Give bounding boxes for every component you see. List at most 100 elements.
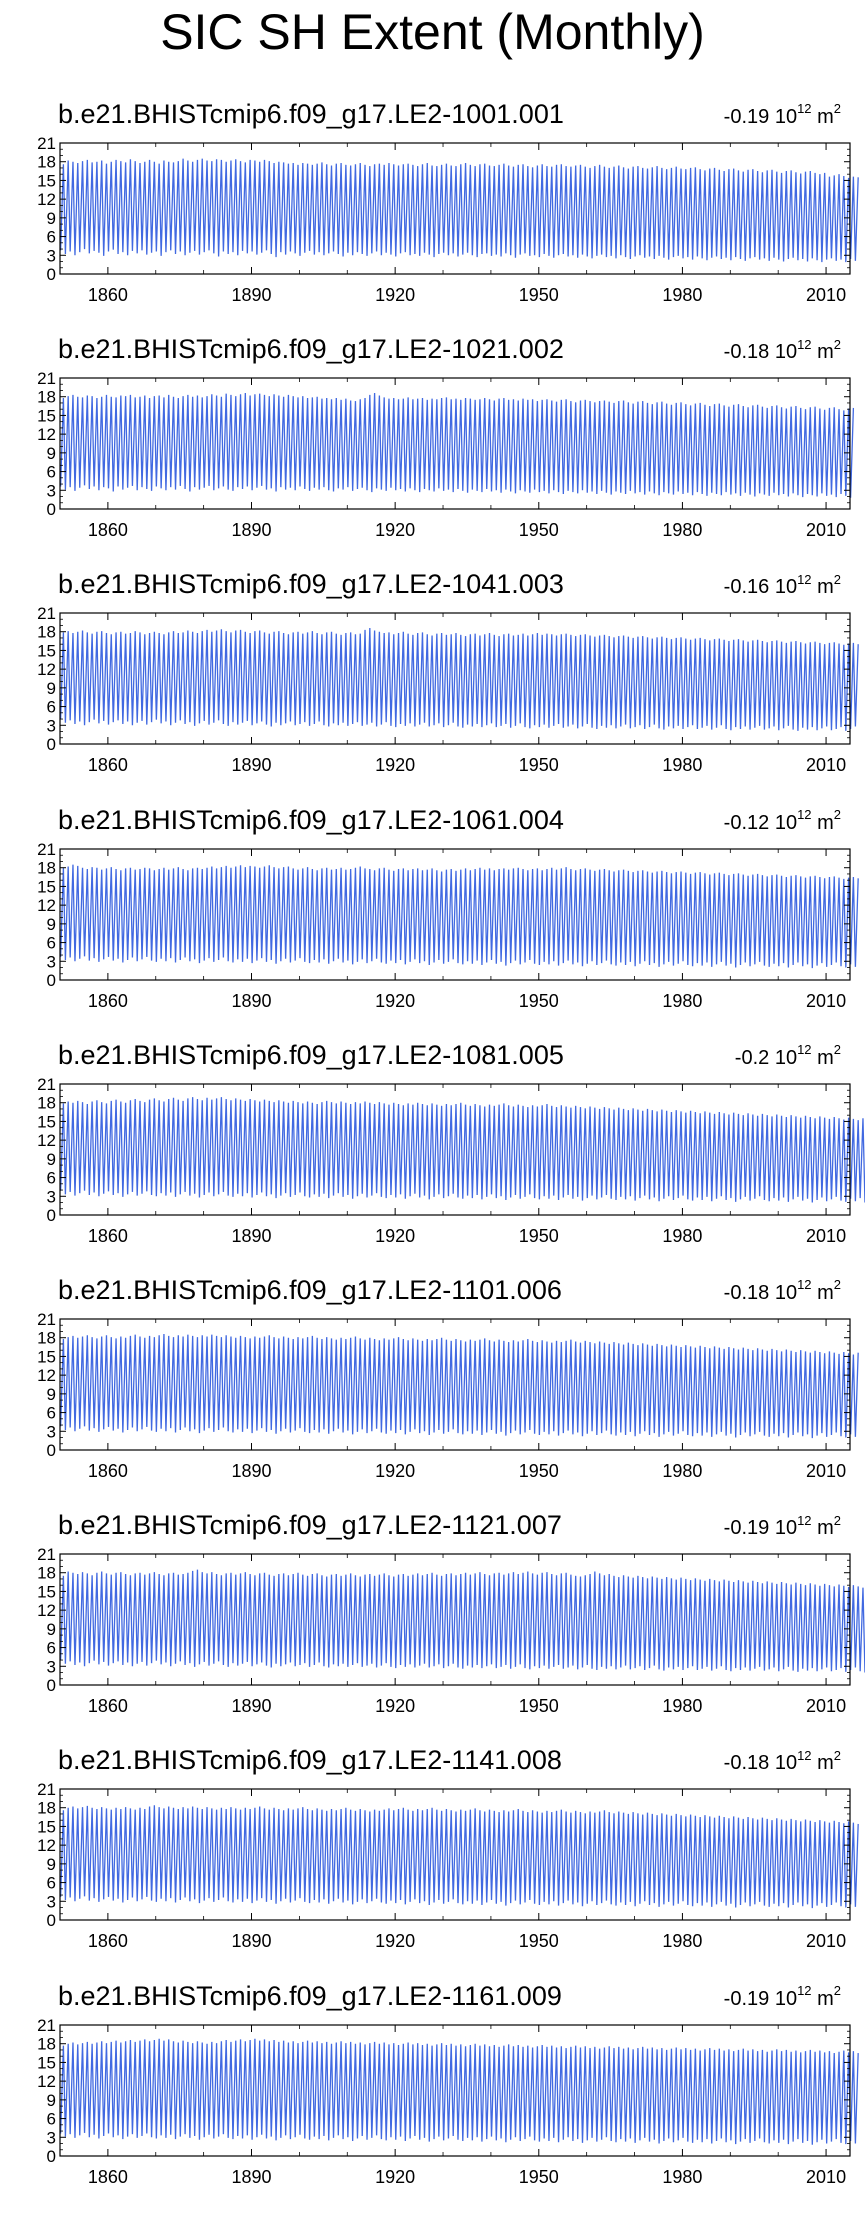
- x-tick-label: 1980: [662, 1461, 702, 1481]
- chart-panel: b.e21.BHISTcmip6.f09_g17.LE2-1121.007 -0.…: [0, 1506, 865, 1720]
- trend-label: -0.19 1012 m2: [723, 1984, 841, 2011]
- unit-exponent: 12: [797, 806, 812, 822]
- y-tick-label: 3: [47, 717, 56, 736]
- unit-base: m: [811, 576, 834, 599]
- y-tick-label: 0: [47, 735, 56, 754]
- plot-frame: [59, 1553, 851, 1686]
- unit-exponent: 12: [797, 1747, 812, 1763]
- unit-exponent: 12: [797, 336, 812, 352]
- panel-title: b.e21.BHISTcmip6.f09_g17.LE2-1121.007: [58, 1510, 562, 1541]
- x-tick-label: 1920: [375, 285, 415, 305]
- plot-frame: [59, 142, 851, 275]
- y-tick-label: 6: [47, 228, 56, 247]
- series-line: [59, 158, 859, 263]
- y-tick-label: 18: [37, 153, 56, 172]
- panel-title: b.e21.BHISTcmip6.f09_g17.LE2-1061.004: [58, 804, 564, 835]
- series-line: [59, 864, 859, 968]
- chart-panel: b.e21.BHISTcmip6.f09_g17.LE2-1141.008 -0.…: [0, 1741, 865, 1955]
- y-tick-label: 21: [37, 134, 56, 153]
- x-tick-label: 1920: [375, 2167, 415, 2187]
- plot-frame: [59, 377, 851, 510]
- trend-value: -0.19: [723, 1987, 775, 2010]
- plot-frame: [59, 847, 851, 981]
- y-tick-label: 15: [37, 1583, 56, 1602]
- x-tick-label: 2010: [806, 991, 846, 1011]
- y-tick-label: 18: [37, 623, 56, 642]
- unit-exponent: 12: [797, 1982, 812, 1998]
- chart-panel: b.e21.BHISTcmip6.f09_g17.LE2-1061.004 -0.…: [0, 801, 865, 1015]
- trend-label: -0.18 1012 m2: [724, 1747, 841, 1775]
- x-tick-label: 1980: [662, 2167, 702, 2187]
- x-tick-label: 1920: [375, 991, 415, 1011]
- x-tick-label: 1980: [662, 991, 702, 1011]
- trend-value: -0.19: [723, 106, 775, 128]
- unit-base: m: [811, 1987, 834, 2010]
- unit-base: m: [811, 1517, 834, 1540]
- series-line: [59, 2038, 859, 2145]
- trend-label: -0.16 1012 m2: [723, 571, 841, 599]
- x-tick-label: 1980: [662, 520, 702, 540]
- unit-prefix: 10: [774, 1752, 798, 1775]
- y-tick-label: 3: [47, 1187, 56, 1206]
- x-tick-label: 1860: [88, 285, 128, 305]
- y-tick-label: 0: [47, 2147, 56, 2166]
- x-tick-label: 1890: [231, 991, 271, 1011]
- trend-label: -0.12 1012 m2: [724, 808, 841, 835]
- series-line: [59, 1096, 865, 1203]
- y-tick-label: 3: [47, 2128, 56, 2147]
- trend-value: -0.18: [723, 1282, 775, 1304]
- trend-label: -0.18 1012 m2: [723, 1278, 841, 1305]
- y-tick-label: 9: [47, 1385, 56, 1404]
- unit-base-exponent: 2: [833, 571, 841, 587]
- y-tick-label: 0: [47, 971, 56, 990]
- x-tick-label: 2010: [806, 520, 846, 540]
- trend-label: -0.2 1012 m2: [735, 1043, 841, 1070]
- x-tick-label: 2010: [806, 1226, 846, 1246]
- x-tick-label: 1920: [375, 1461, 415, 1481]
- y-tick-label: 15: [37, 1347, 56, 1366]
- y-tick-label: 15: [37, 642, 56, 661]
- x-tick-label: 1920: [375, 1696, 415, 1716]
- x-tick-label: 1890: [231, 1226, 271, 1246]
- unit-prefix: 10: [774, 341, 798, 364]
- y-tick-label: 12: [37, 190, 56, 209]
- panel-title: b.e21.BHISTcmip6.f09_g17.LE2-1041.003: [58, 569, 564, 600]
- x-tick-label: 1920: [375, 1931, 415, 1951]
- trend-value: -0.19: [723, 1517, 775, 1540]
- unit-base: m: [811, 1752, 834, 1775]
- trend-label: -0.18 1012 m2: [724, 336, 841, 364]
- unit-exponent: 12: [797, 571, 812, 587]
- x-tick-label: 1950: [519, 2167, 559, 2187]
- trend-label: -0.19 1012 m2: [723, 102, 841, 129]
- y-tick-label: 9: [47, 209, 56, 228]
- y-tick-label: 21: [37, 840, 56, 859]
- unit-exponent: 12: [797, 1512, 812, 1528]
- x-tick-label: 1950: [519, 1461, 559, 1481]
- y-tick-label: 18: [37, 858, 56, 877]
- y-tick-label: 18: [37, 1564, 56, 1583]
- chart-panel: b.e21.BHISTcmip6.f09_g17.LE2-1001.001 -0.…: [0, 95, 865, 309]
- series-line: [59, 1333, 859, 1439]
- unit-prefix: 10: [774, 1987, 798, 2010]
- y-tick-label: 21: [37, 369, 56, 388]
- y-tick-label: 9: [47, 444, 56, 463]
- x-tick-label: 2010: [806, 755, 846, 775]
- x-tick-label: 1890: [231, 1931, 271, 1951]
- y-tick-label: 0: [47, 1206, 56, 1225]
- x-tick-label: 2010: [806, 285, 846, 305]
- x-tick-label: 1950: [519, 520, 559, 540]
- trend-value: -0.16: [723, 576, 775, 599]
- x-tick-label: 1890: [231, 285, 271, 305]
- y-tick-label: 21: [37, 1545, 56, 1564]
- chart-panel: b.e21.BHISTcmip6.f09_g17.LE2-1161.009 -0.…: [0, 1977, 865, 2191]
- unit-exponent: 12: [797, 101, 812, 117]
- y-tick-label: 15: [37, 1112, 56, 1131]
- unit-prefix: 10: [774, 576, 798, 599]
- y-tick-label: 6: [47, 1639, 56, 1658]
- unit-base: m: [811, 811, 834, 834]
- y-tick-label: 6: [47, 1874, 56, 1893]
- y-tick-label: 9: [47, 679, 56, 698]
